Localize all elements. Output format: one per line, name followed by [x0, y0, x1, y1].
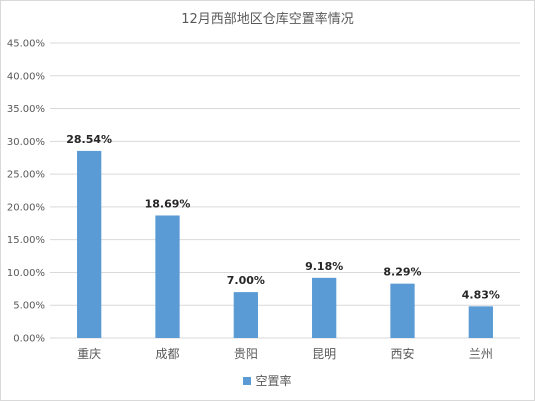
y-tick-label: 5.00%: [13, 301, 45, 312]
y-tick-label: 45.00%: [7, 39, 45, 50]
y-tick-label: 15.00%: [7, 235, 45, 246]
y-tick-label: 25.00%: [7, 170, 45, 181]
data-label: 4.83%: [462, 288, 500, 301]
legend-swatch: [243, 376, 252, 385]
bar: [155, 215, 180, 338]
bar: [390, 283, 415, 338]
data-label: 18.69%: [145, 197, 191, 210]
x-tick-label: 重庆: [77, 347, 101, 361]
bar: [312, 277, 337, 338]
data-label: 28.54%: [66, 133, 112, 146]
chart-title: 12月西部地区仓库空置率情况: [181, 12, 354, 27]
y-tick-label: 35.00%: [7, 104, 45, 115]
bar: [77, 150, 102, 338]
data-label: 8.29%: [383, 266, 421, 279]
x-tick-label: 西安: [390, 346, 414, 361]
legend-label: 空置率: [255, 374, 292, 388]
y-tick-label: 20.00%: [7, 202, 45, 213]
bar: [468, 306, 493, 338]
y-tick-label: 30.00%: [7, 137, 45, 148]
y-tick-label: 40.00%: [7, 71, 45, 82]
data-label: 7.00%: [227, 274, 265, 287]
y-tick-label: 10.00%: [7, 268, 45, 279]
x-tick-label: 兰州: [469, 347, 493, 361]
x-tick-label: 昆明: [312, 347, 336, 361]
data-label: 9.18%: [305, 260, 343, 273]
x-tick-label: 贵阳: [234, 347, 258, 361]
x-tick-label: 成都: [155, 347, 179, 361]
y-tick-label: 0.00%: [13, 334, 45, 345]
bar: [233, 292, 258, 338]
legend: 空置率: [0, 372, 535, 389]
